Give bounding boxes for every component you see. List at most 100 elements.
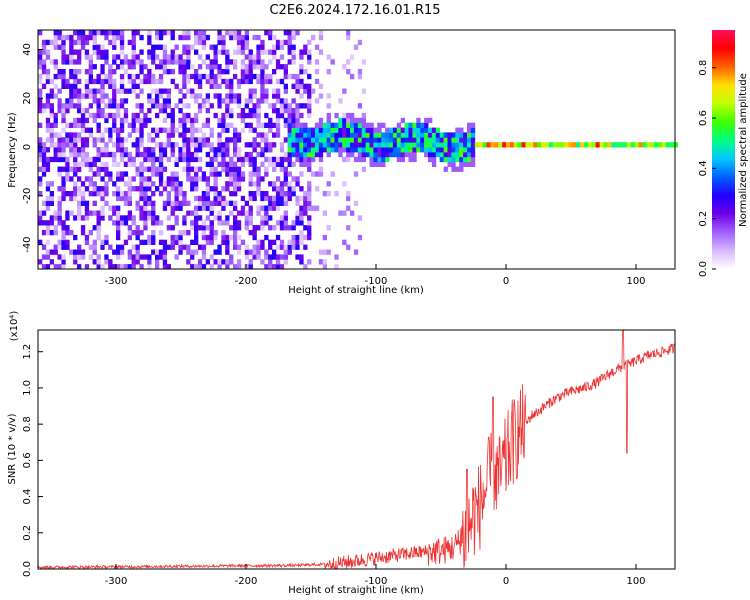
spectrogram-cell: [295, 195, 300, 202]
spectrogram-cell: [147, 34, 152, 41]
spectrogram-cell: [158, 88, 164, 94]
spectrogram-cell: [116, 225, 121, 231]
spectrogram-cell: [412, 132, 417, 138]
spectrogram-cell: [287, 239, 292, 245]
spectrogram-cell: [209, 59, 214, 65]
spectrogram-cell: [233, 132, 238, 138]
spectrogram-cell: [416, 137, 421, 143]
spectrogram-cell: [279, 215, 285, 221]
spectrogram-cell: [112, 151, 117, 158]
spectrogram-cell: [96, 54, 101, 60]
spectrogram-cell: [80, 39, 86, 46]
spectrogram-cell: [240, 205, 246, 211]
spectrogram-cell: [61, 44, 66, 50]
spectrogram-cell: [311, 137, 316, 143]
spectrogram-cell: [615, 142, 620, 148]
spectrogram-cell: [213, 64, 218, 70]
spectrogram-cell: [201, 34, 207, 41]
spectrogram-cell: [225, 166, 230, 172]
spectrogram-cell: [221, 239, 226, 245]
spectrogram-cell: [84, 186, 90, 192]
spectrogram-cell: [61, 49, 66, 55]
spectrogram-cell: [318, 156, 324, 163]
spectrogram-cell: [147, 93, 152, 99]
spectrogram-cell: [225, 93, 230, 99]
spectrogram-cell: [233, 98, 238, 104]
spectrogram-cell: [123, 239, 129, 245]
spectrogram-cell: [186, 112, 191, 119]
spectrogram-cell: [225, 171, 230, 177]
spectrogram-cell: [268, 205, 273, 211]
spectrogram-cell: [318, 127, 324, 133]
spectrogram-cell: [84, 142, 90, 148]
spectrogram-cell: [307, 186, 312, 192]
spectrogram-cell: [151, 103, 156, 109]
spectrogram-cell: [194, 210, 199, 216]
spectrogram-cell: [295, 234, 300, 241]
spectrogram-cell: [291, 239, 296, 245]
spectrogram-cell: [69, 39, 74, 46]
spectrogram-cell: [209, 73, 214, 80]
spectrogram-cell: [307, 137, 312, 143]
spectrogram-cell: [135, 259, 140, 265]
spectrogram-cell: [151, 239, 156, 245]
spectrogram-cell: [194, 264, 199, 270]
spectrogram-cell: [112, 69, 117, 75]
spectrogram-cell: [112, 117, 117, 124]
spectrogram-cell: [123, 117, 129, 124]
spectrogram-cell: [100, 30, 105, 36]
spectrogram-cell: [225, 112, 230, 119]
spectrogram-cell: [166, 54, 171, 60]
spectrogram-cell: [272, 195, 277, 202]
spectrogram-cell: [244, 249, 249, 255]
spectrogram-cell: [147, 147, 152, 153]
spectrogram-cell: [147, 108, 152, 114]
spectrogram-cell: [346, 69, 351, 75]
spectrogram-cell: [73, 69, 78, 75]
spectrogram-cell: [119, 137, 125, 143]
spectrogram-cell: [268, 244, 273, 250]
spectrogram-cell: [57, 186, 62, 192]
spectrogram-cell: [283, 122, 288, 128]
spectrogram-cell: [119, 142, 125, 148]
spectrogram-cell: [373, 132, 378, 138]
spectrogram-cell: [38, 54, 43, 60]
spectrogram-cell: [580, 142, 585, 148]
spectrogram-cell: [108, 69, 113, 75]
spectrogram-cell: [599, 142, 604, 148]
spectrogram-cell: [377, 147, 382, 153]
spectrogram-cell: [123, 215, 129, 221]
spectrogram-cell: [318, 117, 324, 124]
spectrogram-cell: [73, 195, 78, 202]
spectrogram-cell: [291, 137, 296, 143]
spectrogram-cell: [240, 73, 246, 80]
spectrogram-cell: [404, 132, 409, 138]
spectrogram-cell: [186, 151, 191, 158]
spectrogram-cell: [41, 171, 47, 177]
spectrogram-cell: [170, 244, 175, 250]
spectrogram-cell: [287, 186, 292, 192]
spectrogram-cell: [346, 30, 351, 36]
spectrogram-cell: [299, 54, 304, 60]
spectrogram-cell: [381, 156, 386, 163]
spectrogram-cell: [92, 78, 97, 85]
spectrogram-cell: [268, 73, 273, 80]
spectrogram-cell: [229, 122, 234, 128]
spectrogram-cell: [357, 215, 363, 221]
spectrogram-cell: [268, 59, 273, 65]
spectrogram-cell: [182, 69, 187, 75]
spectrogram-cell: [135, 147, 140, 153]
spectrogram-cell: [272, 54, 277, 60]
spectrogram-cell: [174, 59, 179, 65]
spectrogram-cell: [287, 161, 292, 167]
spectrogram-cell: [260, 225, 265, 231]
colorbar-tick-label: 0.0: [698, 261, 709, 277]
spectrogram-cell: [248, 112, 253, 119]
spectrogram-cell: [41, 44, 47, 50]
spectrogram-cell: [248, 264, 253, 270]
spectrogram-cell: [275, 264, 281, 270]
spectrogram-cell: [369, 151, 374, 158]
spectrogram-cell: [61, 176, 66, 182]
spectrogram-cell: [65, 230, 70, 236]
